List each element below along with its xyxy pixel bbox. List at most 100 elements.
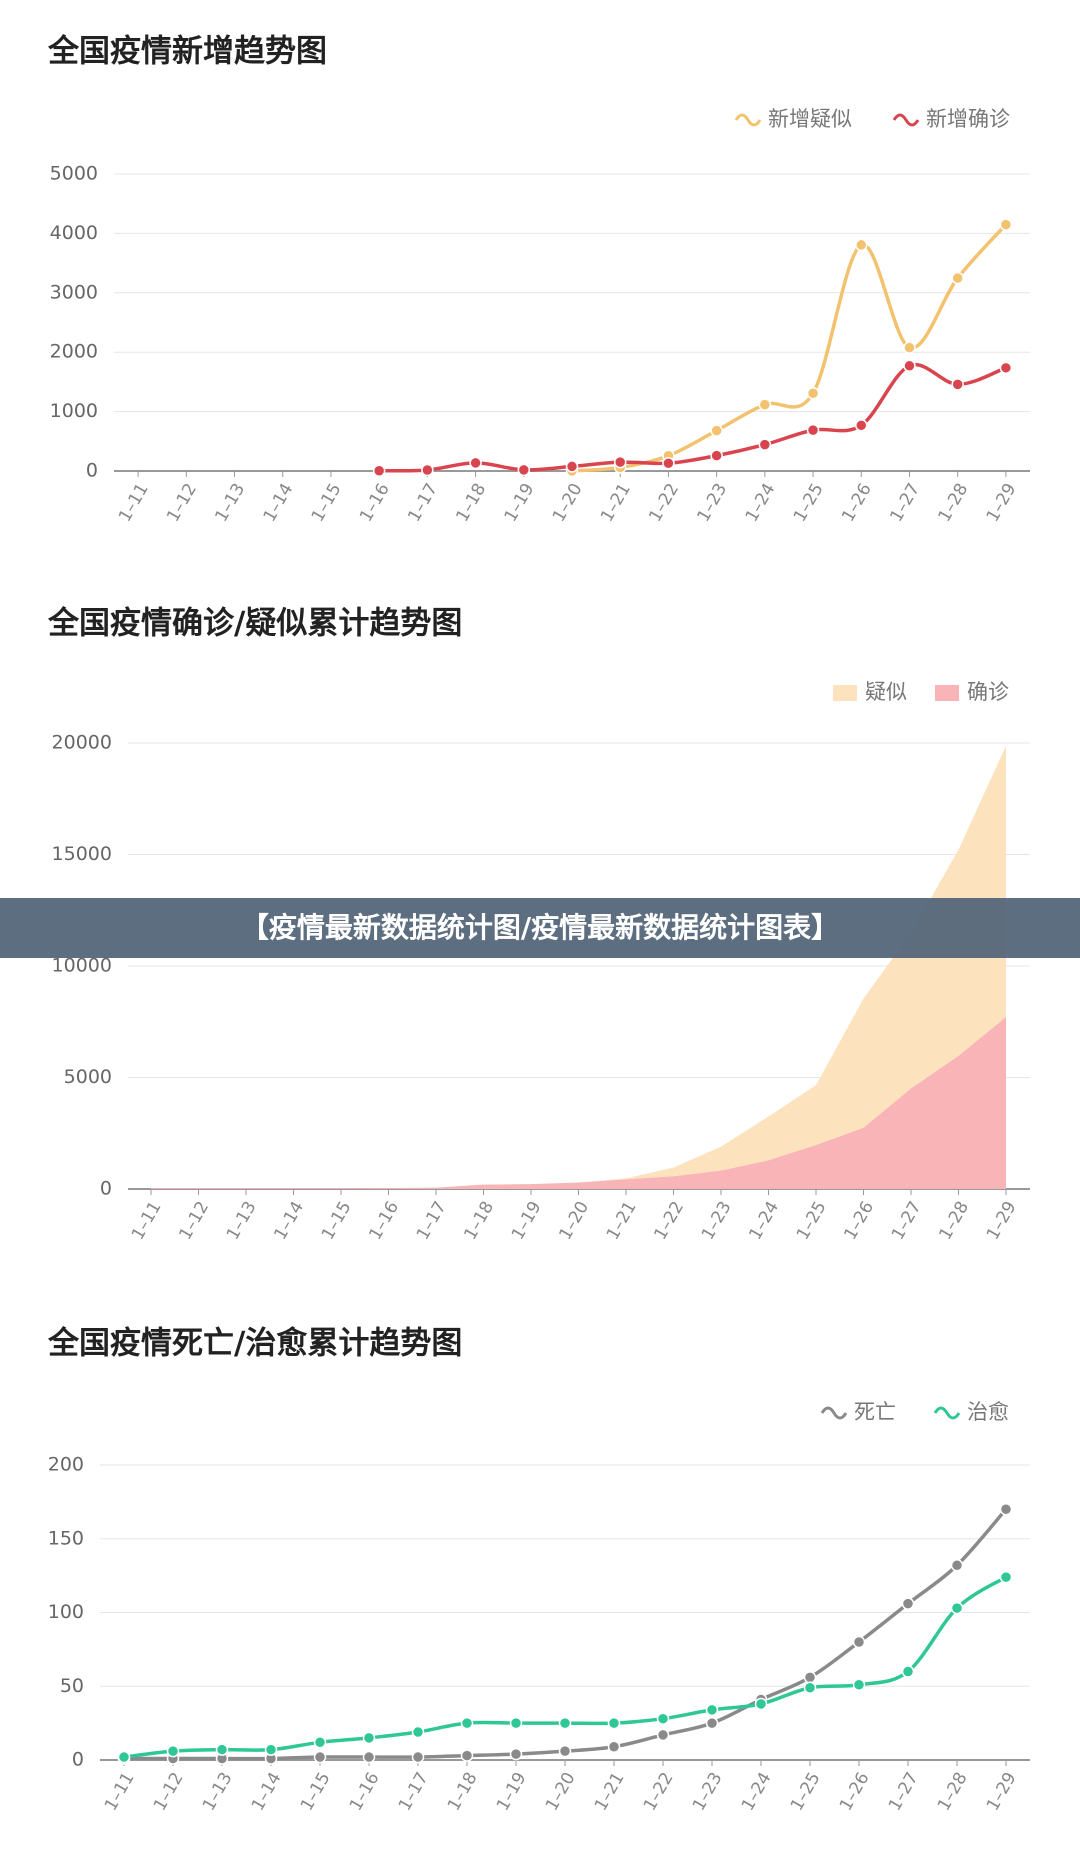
point <box>951 271 964 285</box>
point <box>460 1749 474 1762</box>
x-tick-label: 1–22 <box>645 480 683 525</box>
point <box>999 218 1013 231</box>
x-tick-label: 1–18 <box>460 1198 498 1243</box>
point <box>806 423 820 437</box>
x-tick-label: 1–19 <box>501 480 539 525</box>
x-tick-label: 1–13 <box>223 1198 261 1243</box>
x-tick-label: 1–29 <box>983 1769 1021 1814</box>
point <box>705 1716 719 1730</box>
x-tick-label: 1–15 <box>308 480 346 525</box>
x-tick-label: 1–27 <box>888 1198 926 1243</box>
point <box>607 1740 621 1753</box>
point <box>705 1703 719 1717</box>
point <box>558 1716 572 1730</box>
y-tick-label: 5000 <box>50 163 98 185</box>
line <box>379 362 1007 473</box>
x-tick-label: 1–17 <box>395 1769 433 1814</box>
point <box>509 1747 523 1761</box>
x-tick-label: 1–12 <box>175 1198 213 1243</box>
x-tick-label: 1–28 <box>935 480 973 525</box>
y-tick-label: 3000 <box>50 281 98 303</box>
x-tick-label: 1–23 <box>693 480 731 525</box>
x-tick-label: 1–19 <box>508 1198 546 1243</box>
x-tick-label: 1–29 <box>983 1198 1021 1243</box>
point <box>999 1503 1013 1516</box>
y-tick-label: 4000 <box>50 222 98 244</box>
point <box>313 1750 327 1764</box>
chart-title: 全国疫情新增趋势图 <box>47 34 327 70</box>
legend-label: 新增确诊 <box>926 107 1010 131</box>
point <box>710 449 723 462</box>
legend-label: 治愈 <box>967 1400 1009 1424</box>
point <box>803 1681 817 1694</box>
point <box>950 1601 964 1615</box>
line <box>571 223 1008 473</box>
x-tick-label: 1–14 <box>270 1198 308 1243</box>
y-tick-label: 0 <box>86 460 98 482</box>
x-tick-label: 1–15 <box>297 1769 335 1814</box>
point <box>758 398 772 411</box>
point <box>901 1665 915 1678</box>
point <box>852 1678 866 1692</box>
point <box>950 1559 964 1572</box>
x-tick-label: 1–14 <box>248 1769 286 1814</box>
x-tick-label: 1–27 <box>886 480 924 525</box>
point <box>852 1635 866 1649</box>
point <box>613 455 627 469</box>
point <box>362 1750 376 1764</box>
y-tick-label: 200 <box>48 1454 84 1476</box>
x-tick-label: 1–27 <box>885 1769 923 1814</box>
point <box>558 1744 572 1758</box>
legend-icon <box>892 113 920 127</box>
legend-label: 新增疑似 <box>768 107 852 131</box>
x-tick-label: 1–22 <box>650 1198 688 1243</box>
point <box>656 1728 670 1742</box>
point <box>806 386 820 400</box>
x-tick-label: 1–16 <box>365 1198 403 1243</box>
x-tick-label: 1–24 <box>738 1769 776 1814</box>
y-tick-label: 50 <box>60 1675 84 1697</box>
point <box>117 1750 131 1764</box>
x-tick-label: 1–26 <box>838 480 876 525</box>
x-tick-label: 1–21 <box>597 480 635 525</box>
x-tick-label: 1–24 <box>745 1198 783 1243</box>
x-tick-label: 1–14 <box>260 480 298 525</box>
x-tick-label: 1–19 <box>493 1769 531 1814</box>
point <box>460 1716 474 1730</box>
point <box>362 1731 376 1745</box>
point <box>565 460 579 473</box>
legend-icon <box>734 113 762 127</box>
x-tick-label: 1–25 <box>790 480 828 525</box>
point <box>903 359 916 373</box>
area <box>151 1017 1006 1189</box>
x-tick-label: 1–11 <box>128 1198 166 1243</box>
y-tick-label: 0 <box>100 1178 112 1200</box>
legend-label: 死亡 <box>854 1400 896 1424</box>
x-tick-label: 1–22 <box>640 1769 678 1814</box>
x-tick-label: 1–18 <box>452 480 490 525</box>
legend-label: 确诊 <box>967 680 1009 704</box>
x-tick-label: 1–28 <box>934 1769 972 1814</box>
point <box>710 424 723 437</box>
point <box>951 378 964 391</box>
point <box>855 238 868 252</box>
point <box>999 361 1013 375</box>
point <box>901 1597 915 1610</box>
line <box>123 1575 1007 1759</box>
x-tick-label: 1–21 <box>603 1198 641 1243</box>
y-tick-label: 0 <box>72 1749 84 1771</box>
point <box>372 464 386 478</box>
point <box>509 1716 523 1730</box>
x-tick-label: 1–23 <box>689 1769 727 1814</box>
x-tick-label: 1–13 <box>199 1769 237 1814</box>
x-tick-label: 1–29 <box>983 480 1021 525</box>
banner: 【疫情最新数据统计图/疫情最新数据统计图表】 <box>0 898 1080 958</box>
x-tick-label: 1–17 <box>413 1198 451 1243</box>
point <box>313 1736 327 1749</box>
x-tick-label: 1–17 <box>404 480 442 525</box>
y-tick-label: 100 <box>48 1601 84 1623</box>
legend-label: 疑似 <box>865 680 907 704</box>
x-tick-label: 1–12 <box>163 480 201 525</box>
y-tick-label: 150 <box>48 1527 84 1549</box>
